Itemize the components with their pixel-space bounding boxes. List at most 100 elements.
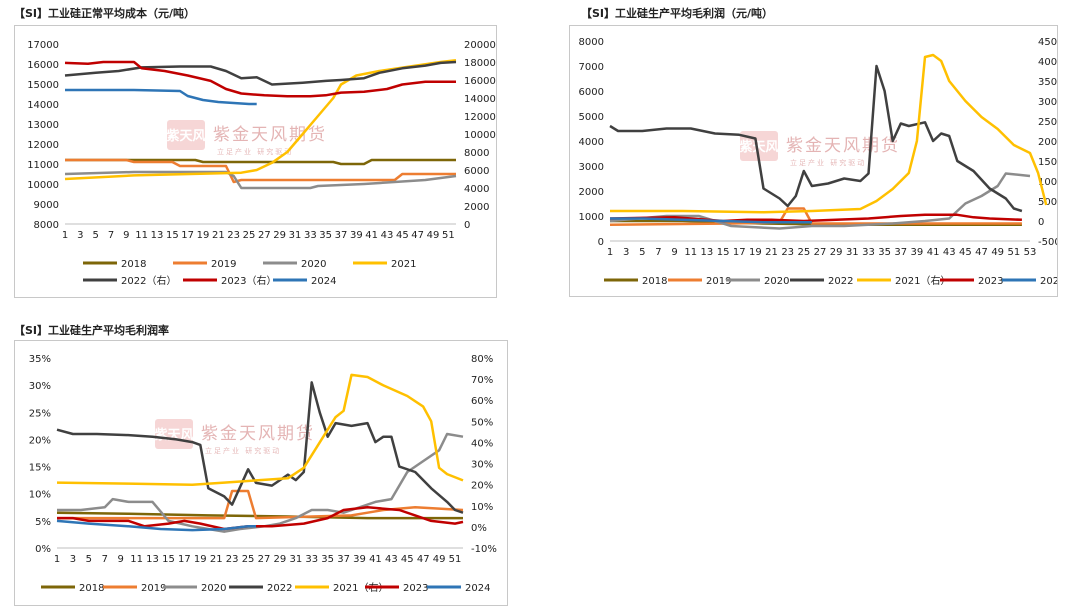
chart2-x-tick-label: 15 [717, 247, 730, 258]
chart2-right-tick-label: 40000 [1038, 57, 1057, 68]
chart3-watermark-text: 紫金天风期货 [201, 424, 315, 444]
chart2-x-tick-label: 7 [655, 247, 661, 258]
chart2-watermark-subtext: 立足产业 研究驱动 [790, 158, 866, 167]
chart1-right-tick-label: 14000 [464, 94, 496, 105]
chart3-x-tick-label: 47 [417, 554, 430, 565]
chart3-left-tick-label: 5% [35, 517, 51, 528]
chart2-watermark-text: 紫金天风期货 [786, 136, 900, 156]
chart1-left-tick-label: 11000 [27, 160, 59, 171]
chart2-x-tick-label: 19 [749, 247, 762, 258]
chart3-series-line-2020 [57, 432, 464, 533]
chart1-x-tick-label: 27 [258, 230, 271, 241]
chart1-x-tick-label: 29 [273, 230, 286, 241]
chart2-panel: 紫天风 紫金天风期货 立足产业 研究驱动 8000 7000 6000 5000 4000 30… [569, 25, 1070, 297]
chart1-title: 【SI】工业硅正常平均成本（元/吨） [14, 7, 196, 20]
chart3-right-tick-label: 70% [471, 375, 493, 386]
chart2-x-tick-label: 49 [991, 247, 1004, 258]
chart3-series-line-2018 [56, 511, 463, 520]
chart2-x-tick-label: 11 [684, 247, 697, 258]
chart3-x-tick-label: 31 [289, 554, 302, 565]
chart1-x-tick-label: 41 [365, 230, 378, 241]
chart1-x-tick-label: 31 [289, 230, 302, 241]
chart1-watermark-subtext: 立足产业 研究驱动 [217, 147, 293, 156]
chart2-right-tick-label: 45000 [1038, 37, 1057, 48]
chart2-series-line-2022 [609, 64, 1023, 213]
chart3-x-tick-label: 35 [321, 554, 334, 565]
chart3-legend-label-2022: 2022 [267, 583, 292, 594]
chart2-left-tick-label: 6000 [579, 87, 604, 98]
chart1-series-line-2018 [65, 158, 456, 166]
chart3-x-tick-label: 15 [162, 554, 175, 565]
chart3-left-tick-label: 35% [29, 354, 51, 365]
chart1-left-tick-label: 12000 [27, 140, 59, 151]
chart1-legend-label-2020: 2020 [301, 259, 326, 270]
chart1-x-tick-label: 1 [62, 230, 68, 241]
chart1-right-tick-label: 4000 [464, 184, 489, 195]
chart3-left-tick-label: 15% [29, 463, 51, 474]
chart3-right-tick-label: -10% [471, 544, 497, 555]
chart3-x-tick-label: 41 [369, 554, 382, 565]
chart3-x-tick-label: 21 [210, 554, 223, 565]
chart2-legend-label-2024: 2024 [1040, 276, 1057, 287]
chart2-watermark-stamp-icon [740, 131, 778, 161]
chart3-right-tick-label: 60% [471, 396, 493, 407]
chart3-left-tick-label: 0% [35, 544, 51, 555]
chart3-left-tick-label: 25% [29, 408, 51, 419]
chart1-x-tick-label: 45 [396, 230, 409, 241]
chart2-series-line-2021 [610, 53, 1048, 214]
chart3-x-tick-label: 43 [385, 554, 398, 565]
chart1-legend-label-2023: 2023（右） [221, 274, 276, 287]
chart1-legend-label-2022: 2022（右） [121, 274, 176, 287]
chart3-left-tick-label: 10% [29, 490, 51, 501]
chart2-left-tick-label: 0 [598, 237, 604, 248]
chart3-legend-label-2019: 2019 [141, 583, 166, 594]
chart2-x-tick-label: 21 [765, 247, 778, 258]
chart2-x-tick-label: 33 [862, 247, 875, 258]
chart1-x-tick-label: 15 [166, 230, 179, 241]
chart1-left-tick-label: 9000 [34, 200, 59, 211]
chart3-x-tick-label: 23 [226, 554, 239, 565]
chart3-right-tick-label: 20% [471, 481, 493, 492]
chart2-x-tick-label: 27 [814, 247, 827, 258]
chart1-left-tick-label: 13000 [27, 120, 59, 131]
chart3-series-line-2022 [56, 381, 464, 514]
chart2-right-tick-label: -5000 [1038, 237, 1057, 248]
chart2-legend-label-2023: 2023 [978, 276, 1003, 287]
chart2-watermark-stamp-text: 紫天风 [739, 139, 778, 155]
chart2-x-tick-label: 25 [797, 247, 810, 258]
chart3-x-tick-label: 13 [146, 554, 159, 565]
chart3-x-tick-label: 33 [305, 554, 318, 565]
chart1-left-tick-label: 8000 [34, 220, 59, 231]
chart2-x-tick-label: 45 [959, 247, 972, 258]
chart2-x-tick-label: 53 [1024, 247, 1037, 258]
chart3-x-tick-label: 17 [178, 554, 191, 565]
chart2-right-tick-label: 25000 [1038, 117, 1057, 128]
chart2-x-tick-label: 43 [943, 247, 956, 258]
chart2-title: 【SI】工业硅生产平均毛利润（元/吨） [581, 7, 774, 20]
chart3-x-tick-label: 45 [401, 554, 414, 565]
chart1-watermark-text: 紫金天风期货 [213, 125, 327, 145]
chart3-x-tick-label: 51 [449, 554, 462, 565]
chart2-legend-label-2022: 2022 [828, 276, 853, 287]
chart3-x-tick-label: 27 [258, 554, 271, 565]
chart3-legend-label-2020: 2020 [201, 583, 226, 594]
chart1-series-line-2023 [64, 60, 456, 98]
chart1-legend-label-2019: 2019 [211, 259, 236, 270]
chart1-series-line-2019 [65, 158, 456, 184]
chart3-title: 【SI】工业硅生产平均毛利润率 [14, 324, 170, 337]
chart1-left-tick-label: 14000 [27, 100, 59, 111]
chart3-legend-label-2021: 2021（右） [333, 581, 388, 594]
chart1-right-tick-label: 20000 [464, 40, 496, 51]
chart2-x-tick-label: 23 [781, 247, 794, 258]
chart3-legend-label-2023: 2023 [403, 583, 428, 594]
chart2-x-tick-label: 3 [623, 247, 629, 258]
chart2-left-tick-label: 8000 [579, 37, 604, 48]
chart1-legend-label-2021: 2021 [391, 259, 416, 270]
chart3-x-tick-label: 37 [337, 554, 350, 565]
chart2-left-tick-label: 2000 [579, 187, 604, 198]
chart1-left-tick-label: 10000 [27, 180, 59, 191]
chart2-left-tick-label: 7000 [579, 62, 604, 73]
chart1-watermark-stamp-text: 紫天风 [166, 128, 205, 144]
